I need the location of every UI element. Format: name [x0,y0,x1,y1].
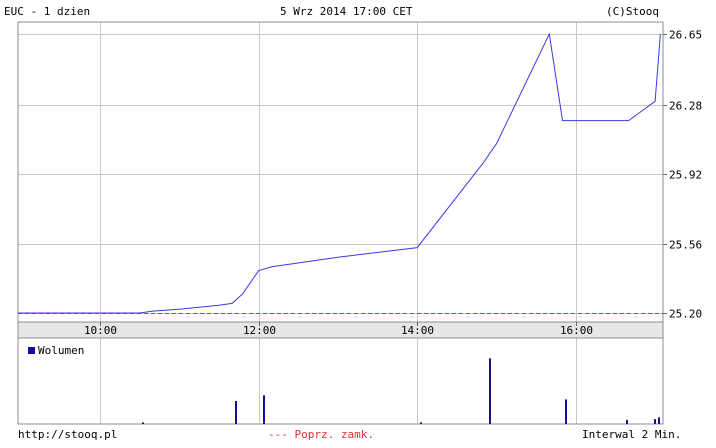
volume-bar [263,395,265,424]
volume-bars [142,358,660,424]
chart-title-symbol: EUC - 1 dzien [4,5,91,18]
volume-bar [658,417,660,424]
x-tick-label: 16:00 [560,324,593,337]
volume-bar [235,401,237,424]
y-tick-label: 26.65 [669,29,702,42]
interval-label: Interwal 2 Min. [582,428,682,441]
prev-close-legend: --- Poprz. zamk. [268,428,374,441]
volume-legend-swatch [28,347,35,354]
price-grid [18,22,663,322]
price-series-line [18,32,661,314]
volume-legend-label: Wolumen [38,344,85,357]
price-plot-frame [17,21,664,323]
y-tick-label: 26.28 [669,100,702,113]
volume-bar [489,358,491,424]
volume-grid [100,338,577,424]
volume-bar [565,399,567,424]
y-tick-label: 25.20 [669,308,702,321]
volume-bar [142,422,144,424]
volume-plot-frame [17,337,664,425]
volume-bar [626,419,628,424]
volume-bar [654,419,656,424]
chart-date: 5 Wrz 2014 17:00 CET [280,5,413,18]
y-tick-labels: 26.65 26.28 25.92 25.56 25.20 [663,29,702,321]
y-tick-label: 25.92 [669,169,702,182]
x-tick-label: 12:00 [243,324,276,337]
volume-bar [420,422,422,424]
x-tick-label: 10:00 [84,324,117,337]
x-tick-label: 14:00 [401,324,434,337]
source-link[interactable]: http://stooq.pl [18,428,118,441]
x-tick-labels: 10:00 12:00 14:00 16:00 [84,322,593,337]
copyright-label: (C)Stooq [606,5,659,18]
y-tick-label: 25.56 [669,239,702,252]
